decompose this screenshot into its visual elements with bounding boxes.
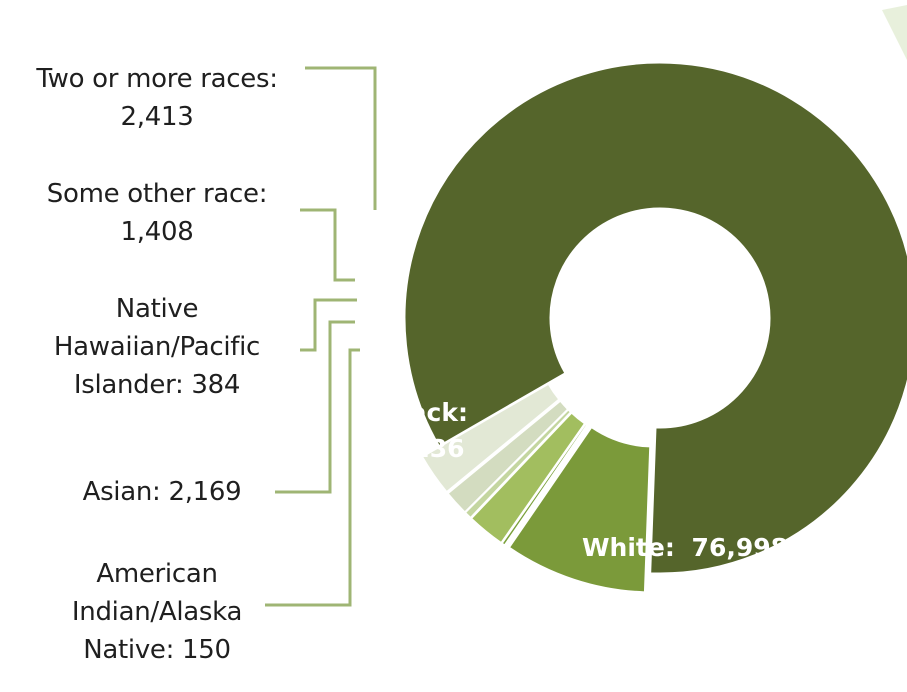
label-native-hawaiian-line1: Native — [115, 294, 199, 324]
label-american-indian-line2: Indian/Alaska — [71, 597, 243, 627]
label-native-hawaiian-line2: Hawaiian/Pacific — [53, 332, 261, 362]
label-some-other-race-name: Some other race: — [46, 179, 268, 209]
label-white-text: White: 76,998 — [560, 530, 810, 566]
label-two-or-more-races-name: Two or more races: — [36, 64, 278, 94]
label-asian: Asian: 2,169 — [52, 473, 272, 511]
slice-two-or-more-races — [422, 383, 560, 493]
label-native-hawaiian: Native Hawaiian/Pacific Islander: 384 — [22, 290, 292, 404]
label-black: Black: 8,236 — [370, 395, 480, 467]
connector-american-indian — [265, 348, 360, 607]
label-two-or-more-races-value: 2,413 — [120, 102, 194, 132]
label-white-value: 76,998 — [691, 533, 789, 562]
label-white-name: White: — [581, 533, 675, 562]
label-asian-text: Asian: 2,169 — [82, 477, 242, 507]
label-two-or-more-races: Two or more races: 2,413 — [22, 60, 292, 136]
connector-asian — [275, 320, 355, 494]
label-american-indian-line3: Native: 150 — [83, 635, 231, 665]
slice-white — [404, 62, 907, 574]
slice-some-other-race — [447, 400, 569, 513]
slice-asian — [471, 412, 585, 544]
slice-black — [508, 427, 651, 593]
label-native-hawaiian-line3: Islander: 384 — [73, 370, 241, 400]
label-connectors — [265, 66, 377, 607]
connector-native-hawaiian — [300, 298, 357, 352]
label-some-other-race: Some other race: 1,408 — [22, 175, 292, 251]
label-black-value: 8,236 — [385, 434, 465, 463]
background-corner-shape — [882, 5, 907, 60]
connector-some-other-race — [300, 208, 355, 282]
slice-american-indian — [501, 423, 588, 546]
label-black-name: Black: — [382, 398, 468, 427]
label-white: White: 76,998 — [560, 530, 810, 566]
label-some-other-race-value: 1,408 — [120, 217, 194, 247]
label-american-indian-line1: American — [96, 559, 218, 589]
connector-two-or-more-races — [305, 66, 377, 210]
label-american-indian: American Indian/Alaska Native: 150 — [22, 555, 292, 669]
donut-slices — [404, 62, 907, 593]
slice-native-hawaiian — [464, 409, 572, 518]
